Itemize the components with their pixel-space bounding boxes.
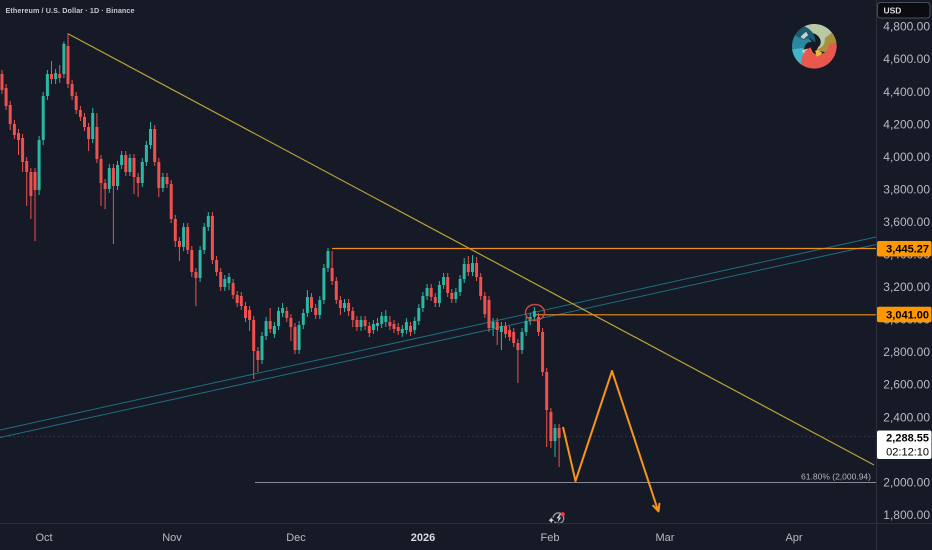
- svg-text:2,400.00: 2,400.00: [883, 410, 930, 424]
- svg-text:4,600.00: 4,600.00: [883, 52, 930, 66]
- svg-text:Oct: Oct: [35, 532, 52, 544]
- svg-text:4,000.00: 4,000.00: [883, 150, 930, 164]
- svg-text:61.80% (2,000.94): 61.80% (2,000.94): [801, 472, 871, 482]
- svg-text:Ethereum / U.S. Dollar · 1D ·: Ethereum / U.S. Dollar · 1D · Binance: [6, 6, 135, 15]
- svg-text:2,600.00: 2,600.00: [883, 378, 930, 392]
- svg-text:3,041.00: 3,041.00: [886, 309, 929, 321]
- svg-text:2,800.00: 2,800.00: [883, 345, 930, 359]
- svg-text:Mar: Mar: [656, 532, 675, 544]
- svg-text:2,288.55: 2,288.55: [886, 433, 929, 445]
- svg-text:3,800.00: 3,800.00: [883, 182, 930, 196]
- svg-text:Nov: Nov: [162, 532, 182, 544]
- svg-text:3,200.00: 3,200.00: [883, 280, 930, 294]
- svg-text:2,000.00: 2,000.00: [883, 475, 930, 489]
- svg-text:3,445.27: 3,445.27: [886, 244, 929, 256]
- svg-text:4,800.00: 4,800.00: [883, 20, 930, 34]
- svg-text:4,200.00: 4,200.00: [883, 117, 930, 131]
- svg-text:3,600.00: 3,600.00: [883, 215, 930, 229]
- svg-text:02:12:10: 02:12:10: [886, 447, 929, 459]
- svg-text:Apr: Apr: [785, 532, 802, 544]
- svg-text:1,800.00: 1,800.00: [883, 508, 930, 522]
- svg-text:4,400.00: 4,400.00: [883, 85, 930, 99]
- svg-text:Feb: Feb: [541, 532, 560, 544]
- svg-text:2026: 2026: [411, 532, 435, 544]
- svg-text:Dec: Dec: [286, 532, 306, 544]
- svg-text:USD: USD: [884, 6, 902, 16]
